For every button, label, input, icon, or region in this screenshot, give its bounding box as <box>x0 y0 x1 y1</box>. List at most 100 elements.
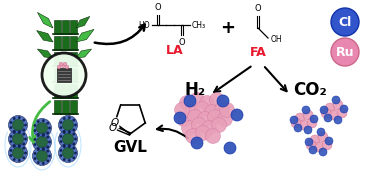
Circle shape <box>60 140 62 143</box>
Circle shape <box>325 103 335 113</box>
Circle shape <box>74 124 77 126</box>
Circle shape <box>63 130 66 133</box>
Circle shape <box>9 149 12 152</box>
Circle shape <box>291 118 301 128</box>
Circle shape <box>72 119 75 122</box>
Circle shape <box>74 138 77 140</box>
Circle shape <box>310 135 320 145</box>
Circle shape <box>18 144 21 147</box>
Circle shape <box>48 127 51 129</box>
Circle shape <box>34 157 36 160</box>
Circle shape <box>22 142 25 145</box>
Circle shape <box>325 137 333 145</box>
Circle shape <box>57 65 61 69</box>
Circle shape <box>68 131 71 134</box>
Circle shape <box>9 140 12 143</box>
Circle shape <box>217 111 232 127</box>
Circle shape <box>12 148 23 159</box>
Text: O: O <box>155 3 161 12</box>
Circle shape <box>63 145 66 148</box>
Circle shape <box>184 104 200 120</box>
Circle shape <box>307 118 317 128</box>
Circle shape <box>314 142 324 152</box>
Polygon shape <box>37 49 53 58</box>
Circle shape <box>62 148 73 159</box>
Circle shape <box>59 143 77 162</box>
Circle shape <box>13 145 15 148</box>
Circle shape <box>33 147 51 166</box>
Circle shape <box>175 102 189 117</box>
Circle shape <box>74 152 77 154</box>
Circle shape <box>37 161 40 164</box>
Text: +: + <box>220 19 235 37</box>
Circle shape <box>37 134 40 137</box>
Circle shape <box>331 38 359 66</box>
Text: O: O <box>255 4 261 13</box>
Circle shape <box>192 117 206 133</box>
Circle shape <box>13 117 15 120</box>
Circle shape <box>191 137 203 149</box>
Circle shape <box>231 109 243 121</box>
Circle shape <box>68 159 71 162</box>
Circle shape <box>37 133 40 136</box>
Circle shape <box>9 121 12 124</box>
Circle shape <box>18 131 21 134</box>
Circle shape <box>197 111 212 127</box>
Circle shape <box>46 136 49 139</box>
Text: O: O <box>111 118 119 128</box>
FancyBboxPatch shape <box>54 52 61 66</box>
Text: Ru: Ru <box>336 45 354 58</box>
FancyBboxPatch shape <box>70 36 77 50</box>
Circle shape <box>331 8 359 36</box>
Circle shape <box>46 145 49 148</box>
Circle shape <box>59 62 63 66</box>
Bar <box>57 68 71 82</box>
FancyBboxPatch shape <box>54 100 61 114</box>
Circle shape <box>42 148 45 151</box>
Circle shape <box>68 116 71 119</box>
Circle shape <box>302 106 310 114</box>
Circle shape <box>22 147 25 150</box>
Circle shape <box>333 100 343 110</box>
Circle shape <box>72 147 75 150</box>
Circle shape <box>340 105 348 113</box>
Circle shape <box>305 138 313 146</box>
Circle shape <box>309 146 317 154</box>
Circle shape <box>42 53 86 97</box>
Circle shape <box>184 95 196 107</box>
FancyBboxPatch shape <box>62 36 69 50</box>
Circle shape <box>13 131 15 134</box>
FancyBboxPatch shape <box>70 52 77 66</box>
Circle shape <box>329 110 339 120</box>
Circle shape <box>46 159 49 162</box>
Polygon shape <box>76 49 91 58</box>
Circle shape <box>63 117 66 120</box>
Circle shape <box>177 111 192 127</box>
Circle shape <box>12 134 23 144</box>
Circle shape <box>48 141 51 143</box>
FancyBboxPatch shape <box>62 84 69 98</box>
Text: O: O <box>179 38 185 47</box>
Circle shape <box>299 120 309 130</box>
Circle shape <box>34 138 36 141</box>
Circle shape <box>37 150 48 161</box>
Circle shape <box>187 109 203 124</box>
Circle shape <box>22 133 25 136</box>
Circle shape <box>46 150 49 153</box>
Circle shape <box>304 126 312 134</box>
Circle shape <box>8 115 28 135</box>
FancyBboxPatch shape <box>62 52 69 66</box>
Circle shape <box>60 154 62 157</box>
Circle shape <box>48 155 51 157</box>
Circle shape <box>34 124 36 127</box>
Circle shape <box>42 119 45 122</box>
FancyBboxPatch shape <box>70 68 77 82</box>
Text: HO: HO <box>138 21 150 30</box>
Circle shape <box>174 112 186 124</box>
Circle shape <box>68 144 71 147</box>
Circle shape <box>9 135 12 138</box>
FancyBboxPatch shape <box>54 68 61 82</box>
Circle shape <box>318 132 328 142</box>
FancyBboxPatch shape <box>70 100 77 114</box>
Circle shape <box>217 95 229 107</box>
